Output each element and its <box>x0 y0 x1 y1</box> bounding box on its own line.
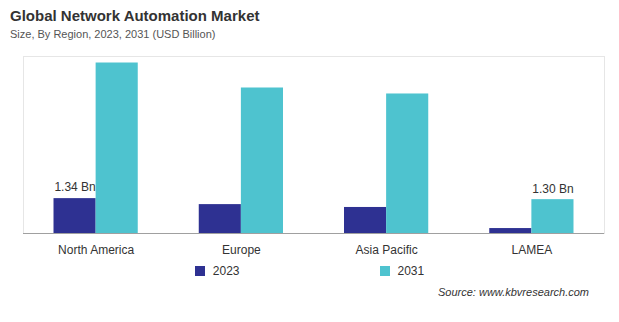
svg-text:LAMEA: LAMEA <box>512 243 553 257</box>
html-text:Size, By Region, 2023, 2031 (U: Size, By Region, 2023, 2031 (USD Billion… <box>10 28 216 40</box>
svg-text:1.30 Bn: 1.30 Bn <box>532 182 573 196</box>
html-text:Global Network Automation Mark: Global Network Automation Market <box>10 7 260 24</box>
svg-text:North America: North America <box>58 243 134 257</box>
html-text:Source: www.kbvresearch.com: Source: www.kbvresearch.com <box>438 286 589 298</box>
html-text:2023: 2023 <box>212 264 240 278</box>
svg-text:Asia Pacific: Asia Pacific <box>356 243 418 257</box>
svg-text:1.34 Bn: 1.34 Bn <box>54 180 95 194</box>
html-text:2031: 2031 <box>397 264 425 278</box>
svg-text:Europe: Europe <box>222 243 261 257</box>
